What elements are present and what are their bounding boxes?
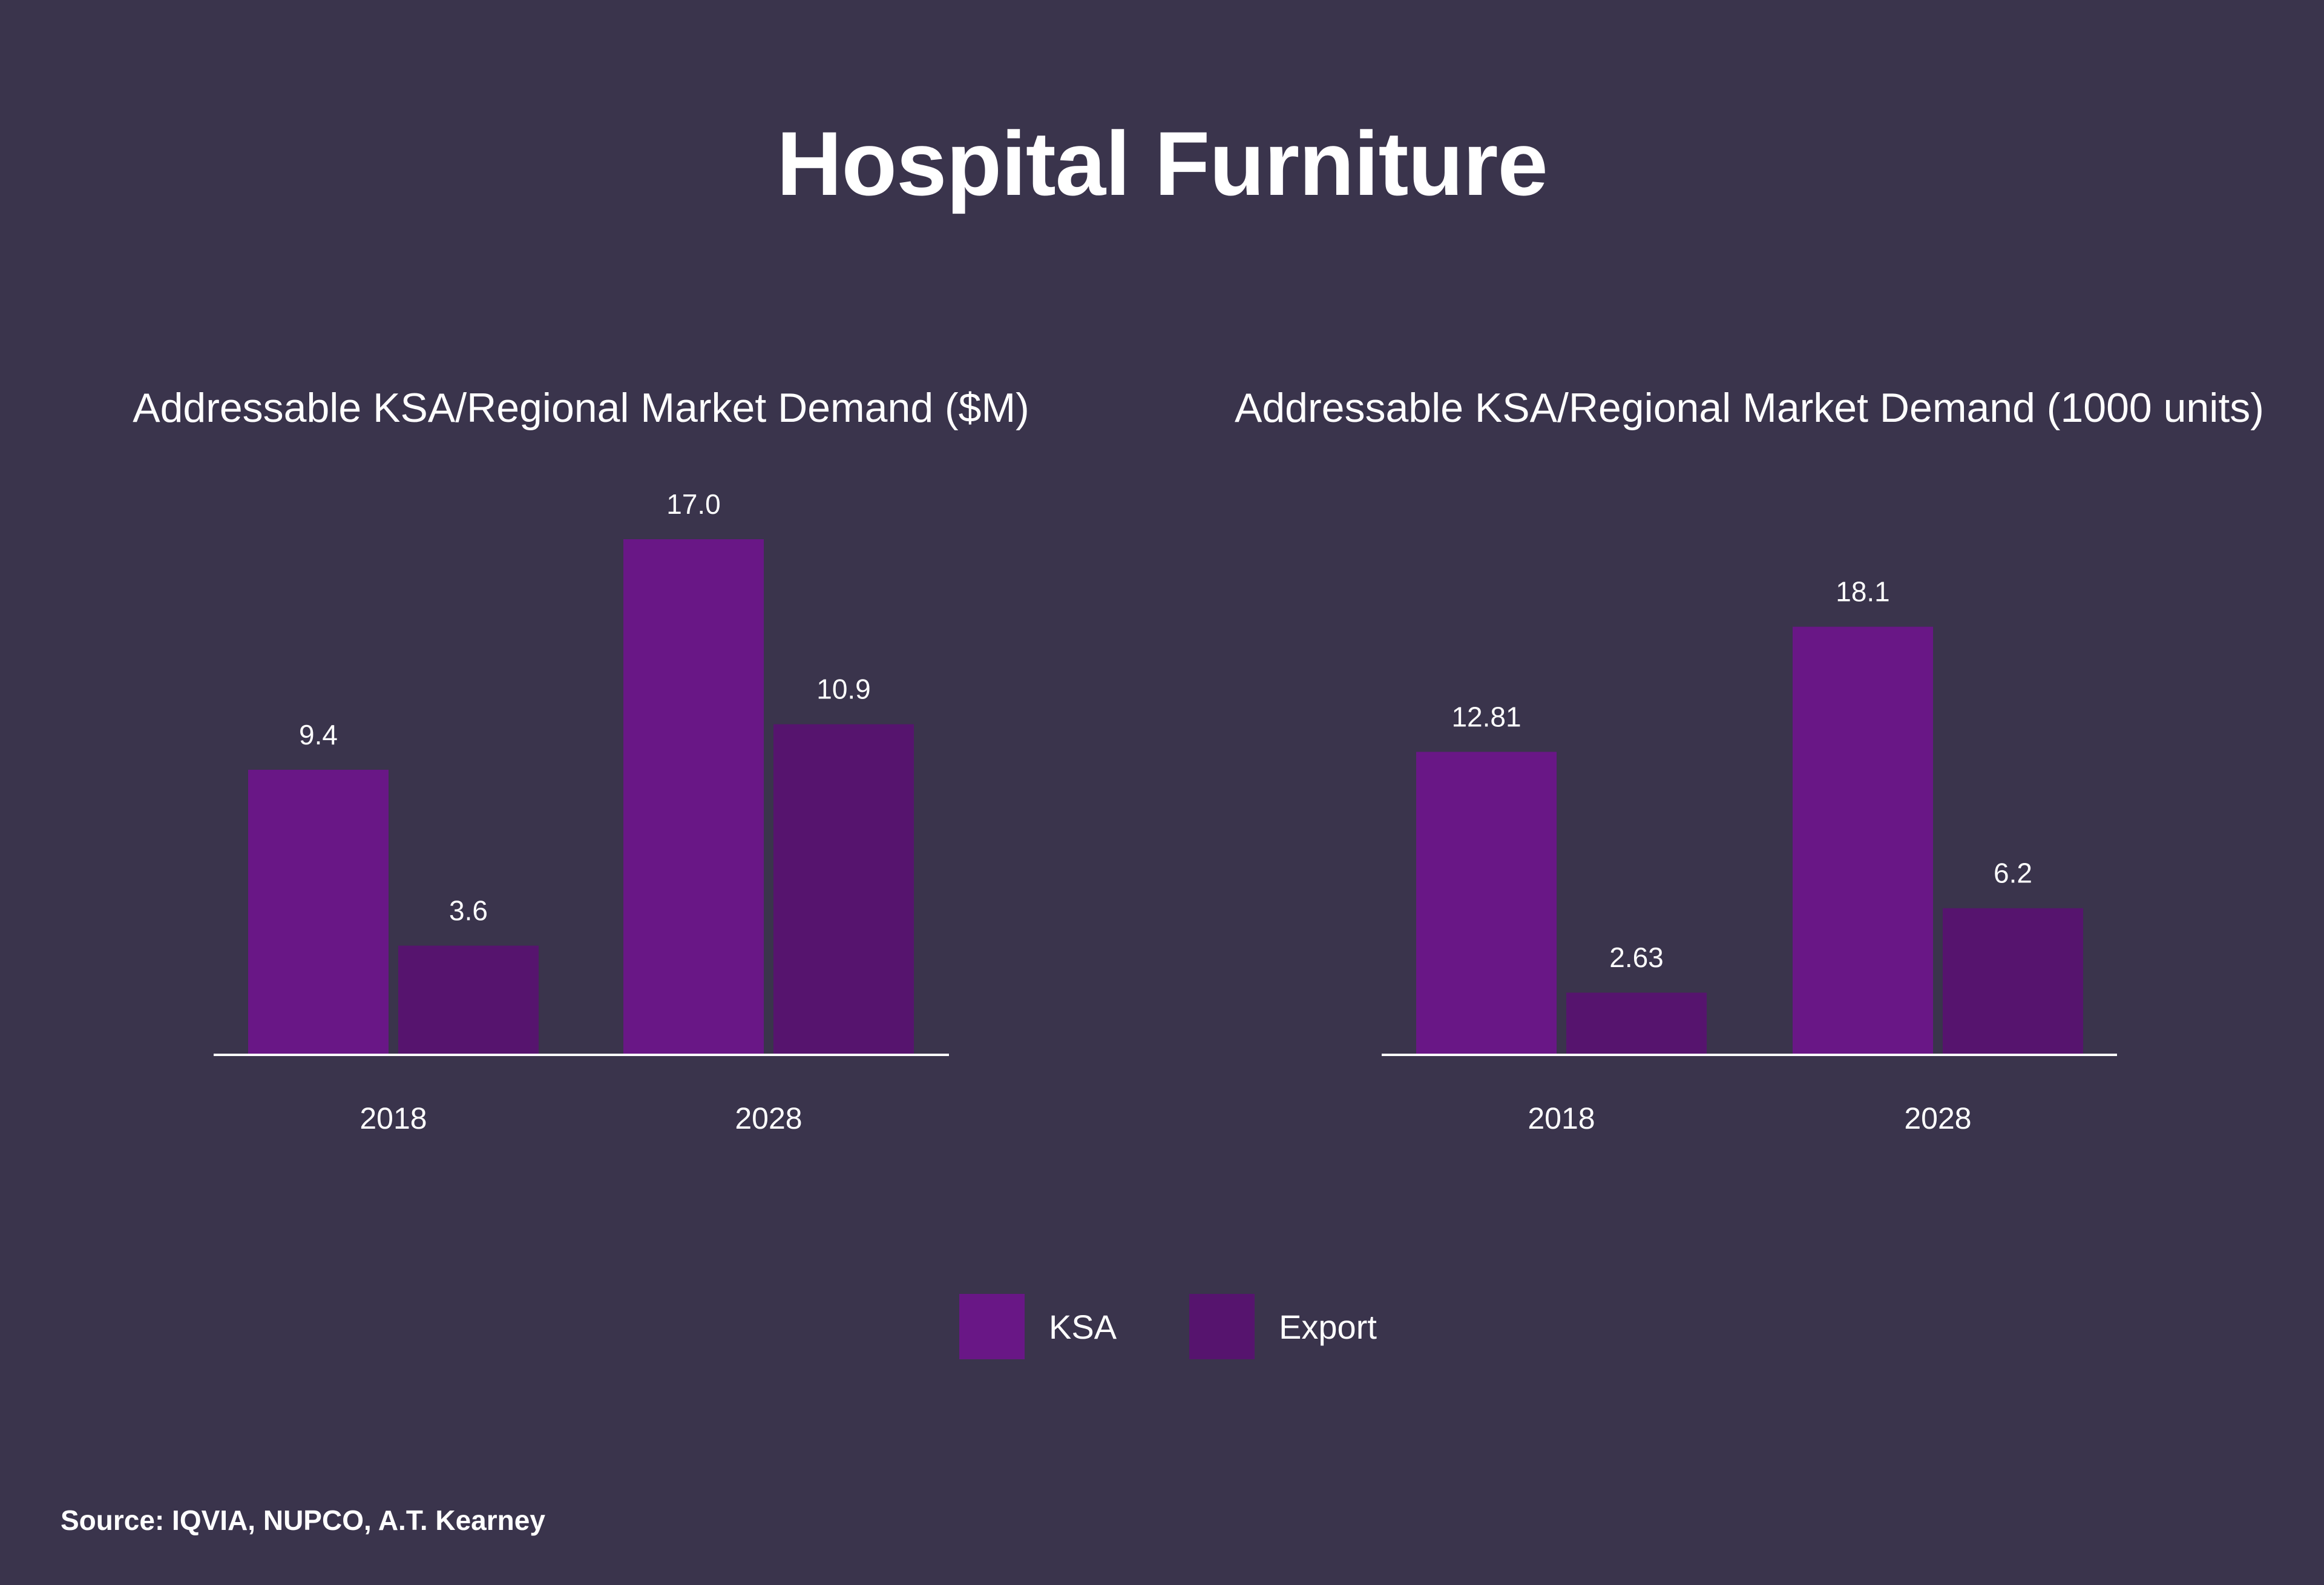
legend-item-ksa: KSA <box>959 1294 1117 1359</box>
chart-title-market-demand-units: Addressable KSA/Regional Market Demand (… <box>1235 385 2264 431</box>
legend-swatch-export <box>1189 1294 1255 1359</box>
value-label-ksa-2018-chart1: 9.4 <box>299 719 338 750</box>
bar-ksa-2028-chart1 <box>623 539 764 1055</box>
x-tick-2028-chart2: 2028 <box>1904 1101 1971 1135</box>
legend: KSA Export <box>959 1294 1449 1359</box>
bar-export-2028-chart1 <box>773 724 914 1055</box>
value-label-ksa-2018-chart2: 12.81 <box>1451 701 1521 732</box>
bar-ksa-2018-chart2 <box>1416 752 1557 1055</box>
bar-ksa-2018-chart1 <box>248 769 389 1055</box>
bar-export-2028-chart2 <box>1943 908 2083 1055</box>
page-title: Hospital Furniture <box>776 113 1548 214</box>
chart-title-market-demand-usd: Addressable KSA/Regional Market Demand (… <box>133 385 1029 431</box>
value-label-ksa-2028-chart2: 18.1 <box>1836 576 1890 608</box>
source-note: Source: IQVIA, NUPCO, A.T. Kearney <box>61 1505 545 1536</box>
x-tick-2018-chart2: 2018 <box>1528 1101 1595 1135</box>
bar-export-2018-chart2 <box>1566 993 1707 1055</box>
value-label-export-2028-chart1: 10.9 <box>816 674 871 705</box>
value-label-export-2018-chart1: 3.6 <box>449 895 488 927</box>
x-tick-2018-chart1: 2018 <box>359 1101 427 1135</box>
legend-item-export: Export <box>1189 1294 1377 1359</box>
x-tick-2028-chart1: 2028 <box>735 1101 802 1135</box>
legend-swatch-ksa <box>959 1294 1025 1359</box>
bar-export-2018-chart1 <box>398 945 539 1055</box>
legend-label-export: Export <box>1279 1307 1377 1346</box>
legend-label-ksa: KSA <box>1049 1307 1117 1346</box>
bar-ksa-2028-chart2 <box>1793 626 1933 1055</box>
value-label-ksa-2028-chart1: 17.0 <box>666 488 721 520</box>
value-label-export-2018-chart2: 2.63 <box>1609 942 1664 973</box>
value-label-export-2028-chart2: 6.2 <box>1994 858 2032 889</box>
